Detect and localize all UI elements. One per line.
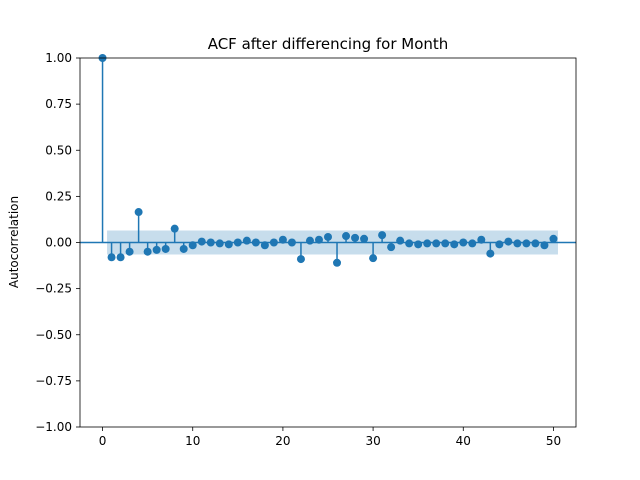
y-tick-label: −0.25 — [35, 282, 72, 296]
acf-point — [143, 247, 152, 256]
acf-point — [260, 241, 269, 250]
y-tick-label: 0.25 — [45, 189, 72, 203]
acf-point — [152, 245, 161, 254]
acf-point — [242, 236, 251, 245]
acf-point — [531, 239, 540, 248]
acf-point — [351, 233, 360, 242]
acf-point — [107, 253, 116, 262]
acf-point — [405, 239, 414, 248]
x-tick-label: 30 — [365, 434, 380, 448]
acf-point — [215, 239, 224, 248]
axes-layer: 0 10 20 30 40 50 −1.00 −0.75 −0.50 −0.25 0.00 0.25 0… — [35, 51, 577, 448]
y-tick-label: −1.00 — [35, 420, 72, 434]
acf-point — [396, 236, 405, 245]
chart-title: ACF after differencing for Month — [208, 35, 449, 53]
x-tick-label: 0 — [99, 434, 107, 448]
acf-point — [116, 253, 125, 262]
y-axis-label: Autocorrelation — [7, 196, 21, 288]
x-tick-label: 50 — [546, 434, 561, 448]
acf-point — [134, 208, 143, 217]
acf-point — [522, 239, 531, 248]
acf-point — [495, 240, 504, 249]
acf-point — [161, 244, 170, 253]
y-tick-label: 1.00 — [45, 51, 72, 65]
acf-point — [378, 231, 387, 240]
acf-point — [387, 243, 396, 252]
acf-point — [305, 236, 314, 245]
acf-point — [441, 239, 450, 248]
acf-point — [125, 247, 134, 256]
acf-point — [224, 240, 233, 249]
acf-point — [296, 255, 305, 264]
acf-point — [468, 239, 477, 248]
acf-point — [486, 249, 495, 258]
acf-point — [414, 240, 423, 249]
y-tick-label: 0.00 — [45, 236, 72, 250]
acf-point — [197, 237, 206, 246]
acf-point — [540, 241, 549, 250]
acf-point — [549, 234, 558, 243]
acf-point — [278, 235, 287, 244]
acf-point — [360, 234, 369, 243]
acf-point — [504, 237, 513, 246]
y-tick-label: 0.75 — [45, 97, 72, 111]
y-tick-label: −0.75 — [35, 374, 72, 388]
point-layer — [80, 54, 576, 267]
x-tick-label: 10 — [185, 434, 200, 448]
acf-point — [513, 239, 522, 248]
acf-point — [170, 224, 179, 233]
x-tick-label: 20 — [275, 434, 290, 448]
acf-point — [324, 232, 332, 241]
acf-point — [342, 232, 351, 241]
acf-point — [450, 240, 459, 249]
acf-point — [333, 258, 342, 267]
acf-point — [477, 235, 486, 244]
x-tick-label: 40 — [456, 434, 471, 448]
acf-point — [314, 235, 323, 244]
acf-point — [369, 254, 378, 263]
acf-point — [423, 239, 432, 248]
acf-point — [432, 239, 441, 248]
acf-point — [188, 241, 197, 250]
acf-point — [179, 244, 188, 253]
y-tick-label: 0.50 — [45, 143, 72, 157]
y-tick-label: −0.50 — [35, 328, 72, 342]
